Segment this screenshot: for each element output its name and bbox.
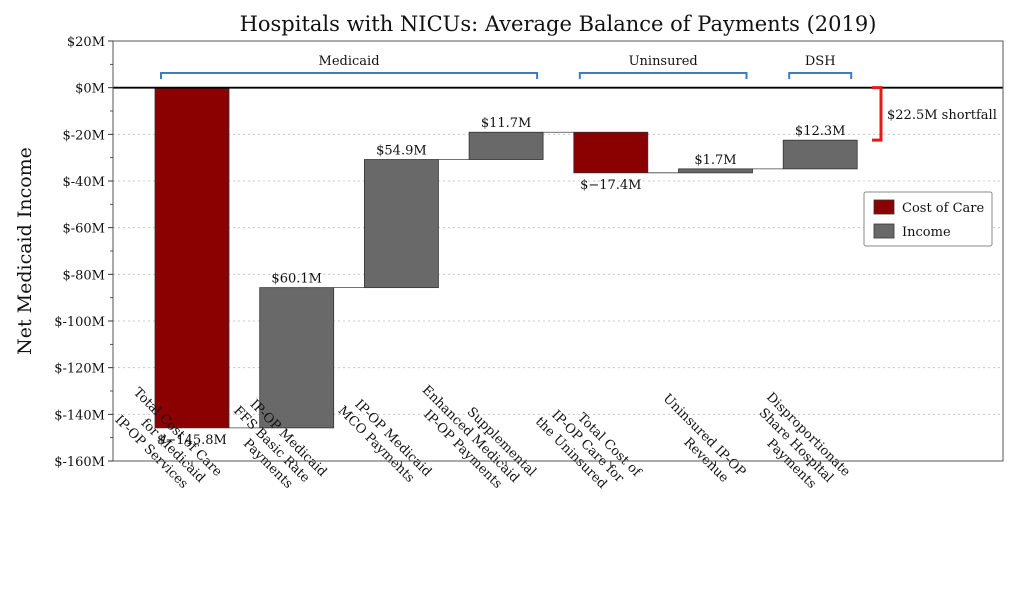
group-brackets: Medicaid Uninsured DSH [160,54,853,79]
value-label-3: $54.9M [376,144,427,159]
y-tick-label-4: $-60M [62,222,105,237]
value-label-7: $12.3M [795,124,846,139]
shortfall-bracket [872,86,883,142]
legend-swatch-1 [873,199,895,215]
value-label-1: $−145.8M [157,433,227,448]
y-tick-label-7: $-120M [54,362,105,377]
bar-6 [678,168,753,174]
bars [154,87,858,429]
legend-swatch-2 [873,223,895,239]
value-label-4: $11.7M [481,116,532,131]
bar-3 [363,159,439,289]
chart-title: Hospitals with NICUs: Average Balance of… [240,12,877,36]
y-tick-label-3: $-40M [62,175,105,190]
plot-frame [112,40,1004,462]
bar-1 [154,87,230,429]
bar-7 [782,139,858,170]
group-bracket-1 [160,72,539,79]
y-tick-label-2: $-20M [62,128,105,143]
group-label-2: Uninsured [629,54,698,69]
y-tick-label-1: $0M [75,82,105,97]
group-label-1: Medicaid [319,54,380,69]
legend-label-2: Income [902,225,951,240]
legend-box [863,191,993,247]
shortfall-annotation: $22.5M shortfall [872,86,997,142]
group-bracket-3 [788,72,853,79]
y-tick-label-0: $20M [67,35,105,50]
y-tick-label-9: $-160M [54,455,105,470]
value-label-5: $−17.4M [580,178,641,193]
x-tick-label-4-2: Enhanced Medicaid [419,383,522,486]
group-label-3: DSH [805,54,836,69]
bar-2 [259,287,335,429]
y-tick-label-5: $-80M [62,268,105,283]
y-axis-label: Net Medicaid Income [14,147,36,355]
group-bracket-2 [578,72,748,79]
value-labels: $−145.8M $60.1M $54.9M $11.7M $−17.4M $1.7M $1… [157,116,845,448]
value-label-6: $1.7M [694,153,736,168]
value-label-2: $60.1M [271,272,322,287]
legend: Cost of Care Income [863,191,993,247]
y-tick-label-8: $-140M [54,408,105,423]
shortfall-label: $22.5M shortfall [887,108,997,123]
legend-label-1: Cost of Care [902,201,984,216]
bar-5 [573,131,649,174]
gridlines [113,40,1003,462]
bar-4 [468,131,544,160]
connector-lines [229,131,784,429]
y-tick-label-6: $-100M [54,315,105,330]
